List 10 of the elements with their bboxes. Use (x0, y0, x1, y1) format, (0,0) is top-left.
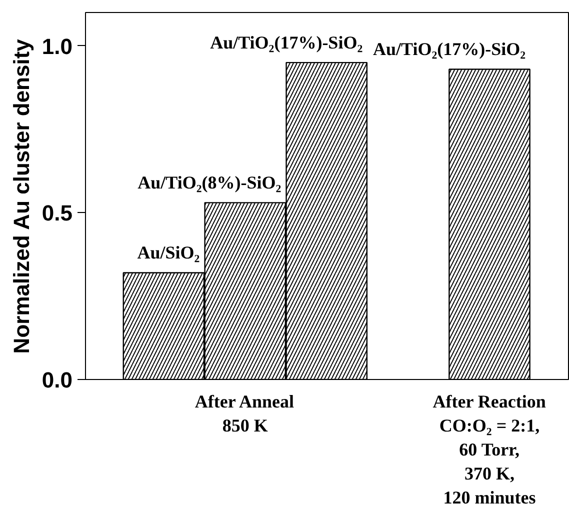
series-label: Au/SiO₂ (137, 242, 200, 263)
y-axis-title: Normalized Au cluster density (8, 38, 34, 354)
y-tick-label: 0.5 (42, 200, 73, 226)
series-label: Au/TiO₂(17%)-SiO₂ (373, 39, 526, 60)
text: Au/TiO₂(17%)-SiO₂ (210, 32, 363, 53)
x-tick-label: After Reaction CO:O₂ = 2:1, 60 Torr, 370 K, 120 minutes (432, 392, 546, 508)
y-tick-label: 0.0 (42, 368, 73, 392)
y-tick-label: 1.0 (42, 34, 73, 59)
series-label: Au/TiO₂(8%)-SiO₂ (138, 172, 282, 193)
x-tick-label: After Anneal 850 K (194, 392, 294, 436)
